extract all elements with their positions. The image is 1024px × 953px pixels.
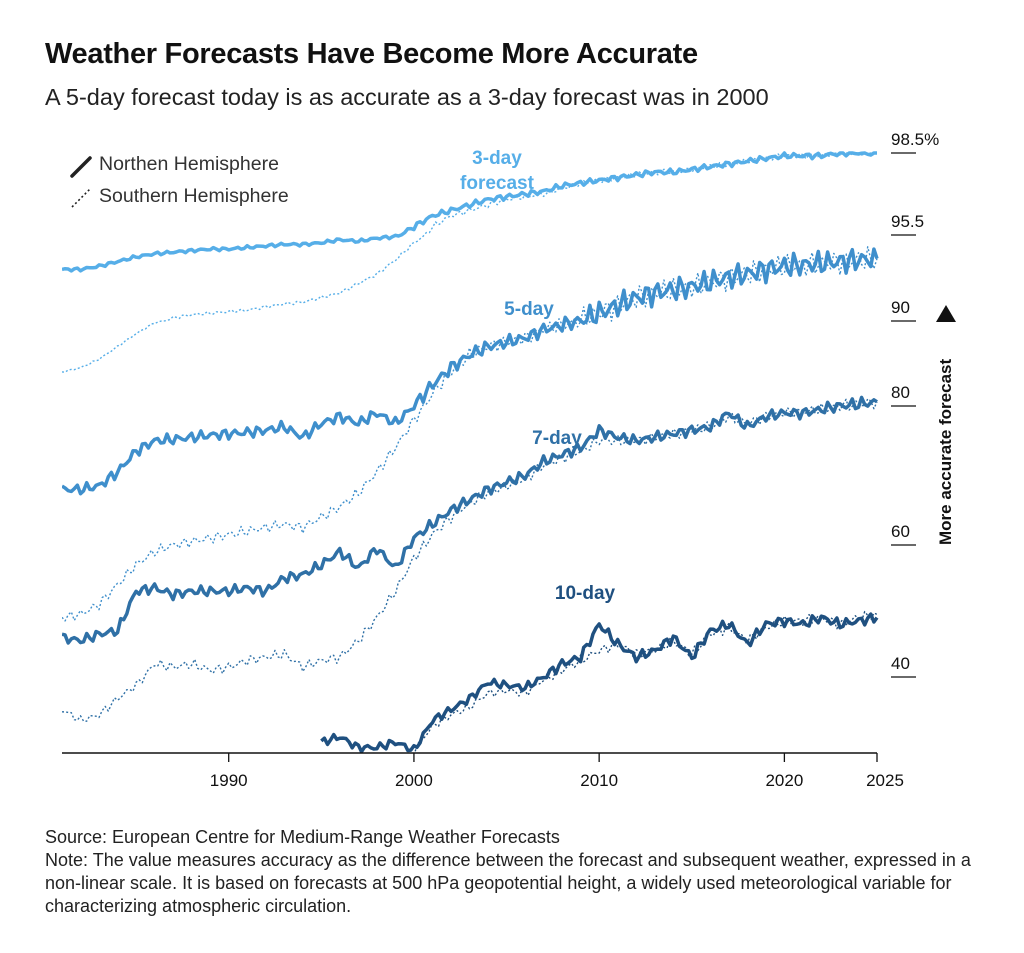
label-3-day-line1: 3-day — [472, 148, 522, 169]
series-5-day-north — [62, 247, 879, 496]
label-7-day: 7-day — [532, 428, 582, 449]
chart-subtitle: A 5-day forecast today is as accurate as… — [45, 84, 769, 110]
series-7-day-north — [62, 395, 878, 645]
methodology-note: Note: The value measures accuracy as the… — [45, 850, 971, 916]
chart-title: Weather Forecasts Have Become More Accur… — [45, 38, 698, 70]
x-tick-label: 2000 — [395, 771, 433, 790]
up-arrow-icon — [936, 305, 956, 322]
label-10-day: 10-day — [555, 583, 616, 604]
series-layer — [62, 151, 879, 753]
x-axis-ticks: 1990 2000 2010 2020 2025 — [210, 753, 904, 790]
series-5-day-south — [62, 246, 878, 622]
label-3-day-line2: forecast — [460, 173, 535, 194]
series-3-day-south — [62, 152, 878, 373]
y-tick-label: 40 — [891, 654, 910, 673]
legend-north-label: Northen Hemisphere — [99, 153, 279, 175]
footer: Source: European Centre for Medium-Range… — [45, 826, 975, 918]
legend-south-swatch — [71, 188, 91, 208]
source-note: Source: European Centre for Medium-Range… — [45, 827, 560, 847]
x-tick-label: 2020 — [765, 771, 803, 790]
y-tick-label: 95.5 — [891, 212, 924, 231]
y-tick-label: 80 — [891, 383, 910, 402]
x-tick-label: 1990 — [210, 771, 248, 790]
series-10-day-south — [413, 610, 878, 753]
series-10-day-north — [320, 612, 879, 753]
y-axis-label: More accurate forecast — [936, 359, 955, 545]
series-7-day-south — [62, 398, 878, 722]
label-5-day: 5-day — [504, 299, 554, 320]
y-tick-label: 60 — [891, 522, 910, 541]
legend-north-swatch — [70, 156, 92, 178]
y-tick-label: 90 — [891, 298, 910, 317]
y-tick-label: 98.5% — [891, 130, 939, 149]
y-axis-ticks: 98.5% 95.5 90 80 60 40 — [891, 130, 939, 678]
x-tick-label: 2010 — [580, 771, 618, 790]
legend-south-label: Southern Hemisphere — [99, 185, 289, 207]
legend: Northen Hemisphere Southern Hemisphere — [70, 153, 289, 208]
x-tick-label: 2025 — [866, 771, 904, 790]
